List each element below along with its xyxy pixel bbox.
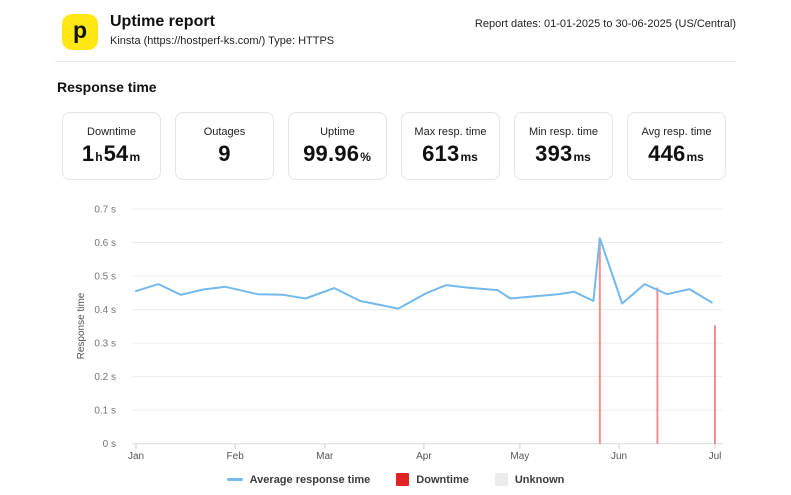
stat-card-value-part: 99.96: [303, 140, 360, 166]
stat-card-max-resp-time: Max resp. time 613 ms: [401, 112, 500, 180]
legend-line-swatch-icon: [226, 478, 243, 481]
y-tick-label: 0.6 s: [94, 238, 116, 249]
stat-card-value: 1 h 54 m: [82, 141, 141, 167]
legend-label: Average response time: [249, 473, 371, 486]
stat-card-avg-resp-time: Avg resp. time 446 ms: [627, 112, 726, 180]
y-tick-label: 0 s: [103, 439, 116, 450]
stat-card-value: 446 ms: [648, 141, 705, 167]
stat-card-value-part: m: [129, 149, 141, 164]
stat-card-value-part: ms: [460, 149, 478, 164]
y-tick-label: 0.3 s: [94, 339, 116, 350]
stat-card-label: Avg resp. time: [641, 125, 712, 138]
stat-card-uptime: Uptime 99.96%: [288, 112, 387, 180]
header-divider: [55, 61, 736, 62]
x-month-label: Feb: [227, 451, 245, 462]
chart-legend: Average response time Downtime Unknown: [0, 473, 791, 486]
legend-label: Unknown: [514, 473, 565, 486]
x-month-label: Apr: [416, 451, 432, 462]
y-tick-label: 0.7 s: [94, 204, 116, 215]
stat-card-value: 99.96%: [303, 141, 372, 167]
stat-card-label: Downtime: [87, 125, 136, 138]
stat-card-value-part: ms: [573, 149, 591, 164]
y-tick-label: 0.5 s: [94, 272, 116, 283]
y-axis-title: Response time: [76, 292, 87, 359]
pingdom-logo-icon: p: [62, 14, 98, 50]
stat-card-downtime: Downtime 1 h 54 m: [62, 112, 161, 180]
legend-box-swatch-icon: [494, 473, 508, 486]
x-month-label: Jan: [128, 451, 144, 462]
stat-card-value-part: 613: [422, 140, 460, 166]
stat-card-label: Max resp. time: [414, 125, 487, 138]
monitor-subtitle: Kinsta (https://hostperf-ks.com/) Type: …: [110, 35, 335, 47]
stat-card-outages: Outages 9: [175, 112, 274, 180]
legend-item-downtime: Downtime: [396, 473, 469, 486]
y-tick-label: 0.2 s: [94, 372, 116, 383]
x-month-label: Jul: [709, 451, 722, 462]
legend-box-swatch-icon: [396, 473, 410, 486]
stat-card-value-part: 446: [648, 140, 686, 166]
stat-card-value: 9: [218, 141, 230, 167]
section-title: Response time: [57, 79, 157, 95]
y-tick-label: 0.4 s: [94, 305, 116, 316]
stat-card-min-resp-time: Min resp. time 393 ms: [514, 112, 613, 180]
stat-card-label: Outages: [203, 125, 246, 138]
stat-card-label: Uptime: [320, 125, 355, 138]
stat-card-value: 393 ms: [535, 141, 592, 167]
x-month-label: Mar: [316, 451, 334, 462]
stat-card-value: 613 ms: [422, 141, 479, 167]
x-month-label: Jun: [611, 451, 627, 462]
stats-row: Downtime 1 h 54 m Outages 9 Uptime 99.96% Max res…: [62, 112, 726, 180]
stat-card-value-part: 1: [81, 140, 95, 166]
stat-card-value-part: h: [95, 149, 103, 164]
pingdom-p-glyph: p: [72, 17, 88, 43]
legend-item-average-response-time: Average response time: [226, 473, 371, 486]
stat-card-value-part: 393: [535, 140, 573, 166]
stat-card-value-part: ms: [686, 149, 704, 164]
legend-item-unknown: Unknown: [494, 473, 565, 486]
page-title: Uptime report: [110, 13, 215, 30]
stat-card-value-part: %: [360, 149, 371, 164]
stat-card-value-part: 9: [218, 140, 231, 166]
report-dates: Report dates: 01-01-2025 to 30-06-2025 (…: [474, 18, 736, 30]
y-tick-label: 0.1 s: [94, 406, 116, 417]
legend-label: Downtime: [416, 473, 469, 486]
stat-card-value-part: 54: [103, 140, 129, 166]
stat-card-label: Min resp. time: [528, 125, 599, 138]
x-month-label: May: [510, 451, 529, 462]
average-response-time-line: [135, 237, 713, 310]
